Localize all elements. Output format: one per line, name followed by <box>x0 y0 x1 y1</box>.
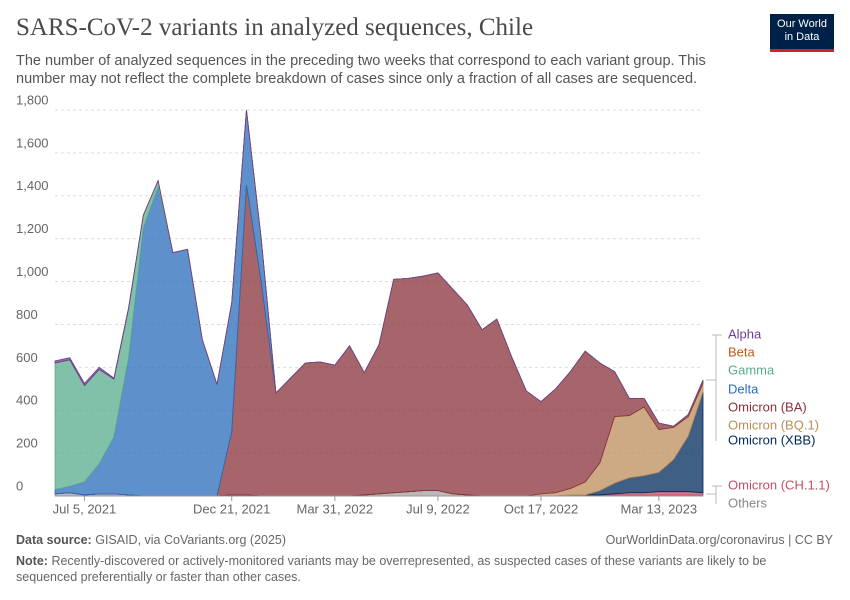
legend-label: Delta <box>728 381 759 396</box>
y-tick-label: 1,200 <box>16 221 49 236</box>
logo-line: in Data <box>784 31 820 43</box>
y-tick-label: 1,400 <box>16 178 49 193</box>
y-tick-label: 0 <box>16 478 23 493</box>
legend-label: Omicron (CH.1.1) <box>728 477 830 492</box>
note: Note: Recently-discovered or actively-mo… <box>16 553 816 585</box>
legend-label: Others <box>728 495 768 510</box>
source: Data source: GISAID, via CoVariants.org … <box>16 533 286 547</box>
legend-label: Alpha <box>728 326 762 341</box>
note-text: Recently-discovered or actively-monitore… <box>16 554 767 584</box>
y-tick-label: 1,600 <box>16 135 49 150</box>
source-label: Data source: <box>16 533 92 547</box>
y-tick-label: 1,800 <box>16 92 49 107</box>
legend-label: Omicron (XBB) <box>728 432 815 447</box>
legend-label: Omicron (BA) <box>728 399 807 414</box>
x-tick-label: Mar 31, 2022 <box>297 501 374 516</box>
credit[interactable]: OurWorldinData.org/coronavirus | CC BY <box>605 533 833 547</box>
y-tick-label: 1,000 <box>16 264 49 279</box>
logo[interactable]: Our World in Data <box>770 14 834 52</box>
y-tick-label: 200 <box>16 436 38 451</box>
x-tick-label: Oct 17, 2022 <box>504 501 578 516</box>
x-tick-label: Dec 21, 2021 <box>193 501 270 516</box>
note-label: Note: <box>16 554 48 568</box>
legend-label: Gamma <box>728 362 775 377</box>
chart-subtitle: The number of analyzed sequences in the … <box>16 53 706 87</box>
chart-title: SARS-CoV-2 variants in analyzed sequence… <box>16 14 534 41</box>
x-tick-label: Mar 13, 2023 <box>621 501 698 516</box>
y-tick-label: 600 <box>16 350 38 365</box>
x-tick-label: Jul 5, 2021 <box>53 501 117 516</box>
y-tick-label: 800 <box>16 307 38 322</box>
legend-label: Omicron (BQ.1) <box>728 417 819 432</box>
legend-label: Beta <box>728 344 756 359</box>
x-tick-label: Jul 9, 2022 <box>406 501 470 516</box>
y-tick-label: 400 <box>16 393 38 408</box>
logo-line: Our World <box>777 18 827 30</box>
source-text: GISAID, via CoVariants.org (2025) <box>95 533 287 547</box>
legend-connector <box>706 334 722 504</box>
area <box>54 109 704 427</box>
